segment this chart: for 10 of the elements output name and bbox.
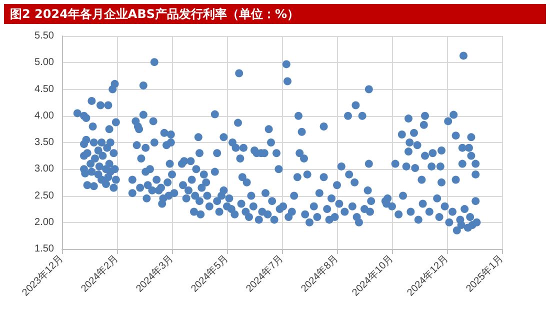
y-tick-label: 4.50 [34, 84, 54, 95]
y-tick-label: 3.00 [34, 164, 54, 175]
y-tick-label: 5.50 [34, 30, 54, 42]
y-tick-label: 2.50 [34, 190, 54, 202]
y-tick-label: 3.50 [34, 137, 54, 148]
chart-title: 图2 2024年各月企业ABS产品发行利率（单位：%） [4, 4, 546, 24]
y-tick-label: 2.00 [34, 216, 54, 228]
y-tick-label: 4.00 [34, 110, 54, 122]
y-tick-label: 1.50 [34, 244, 54, 254]
y-tick-label: 5.00 [34, 57, 54, 68]
